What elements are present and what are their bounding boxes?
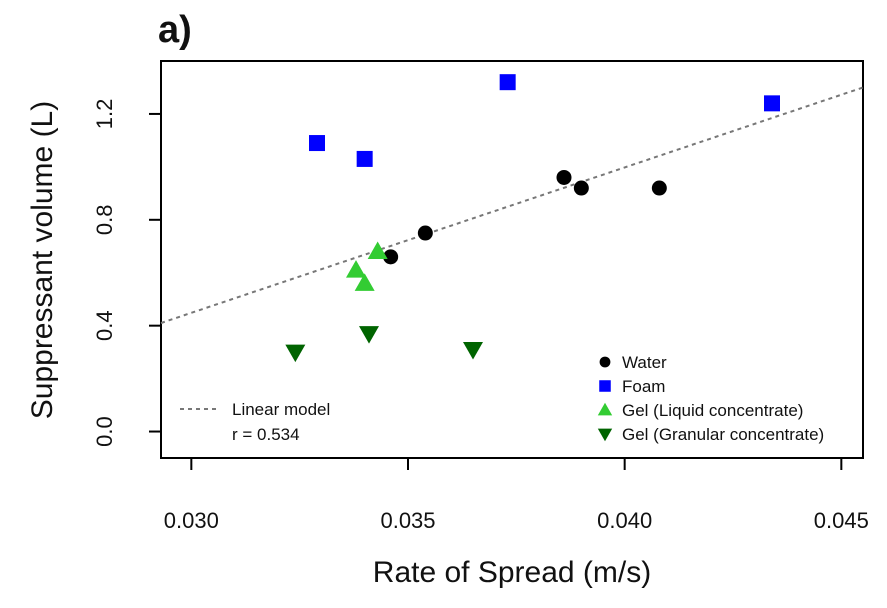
x-tick-label-0: 0.030 bbox=[164, 508, 219, 533]
x-tick-label-1: 0.035 bbox=[380, 508, 435, 533]
x-axis-title: Rate of Spread (m/s) bbox=[373, 556, 651, 589]
data-point-2-0 bbox=[346, 260, 366, 278]
points-layer bbox=[285, 74, 780, 363]
legend-marker-2 bbox=[597, 402, 613, 416]
legend-label-1: Foam bbox=[622, 377, 665, 396]
legend-label-0: Water bbox=[622, 353, 667, 372]
plot-frame bbox=[160, 60, 864, 459]
y-tick-label-1: 0.4 bbox=[92, 310, 117, 341]
linear-model-line bbox=[160, 86, 864, 324]
series-legend: Water Foam Gel (Liquid concentrate) Gel (Gr… bbox=[597, 353, 824, 444]
data-point-0-4 bbox=[651, 180, 667, 196]
data-point-1-3 bbox=[764, 95, 780, 112]
legend-marker-0 bbox=[599, 356, 611, 368]
y-tick-label-2: 0.8 bbox=[92, 205, 117, 236]
y-axis: 0.0 0.4 0.8 1.2 bbox=[92, 99, 161, 447]
data-point-3-0 bbox=[285, 344, 306, 363]
y-tick-label-3: 1.2 bbox=[92, 99, 117, 130]
panel-label: a) bbox=[158, 9, 192, 51]
legend-lm-r: r = 0.534 bbox=[232, 425, 300, 444]
data-point-1-2 bbox=[499, 74, 516, 91]
x-tick-label-2: 0.040 bbox=[597, 508, 652, 533]
x-tick-label-3: 0.045 bbox=[814, 508, 869, 533]
data-point-2-1 bbox=[354, 273, 375, 291]
data-point-0-0 bbox=[383, 249, 399, 265]
data-point-2-2 bbox=[367, 241, 388, 260]
data-point-1-0 bbox=[309, 135, 325, 152]
legend-marker-1 bbox=[599, 380, 611, 392]
data-point-0-2 bbox=[556, 169, 572, 185]
data-point-1-1 bbox=[356, 150, 373, 167]
legend-label-2: Gel (Liquid concentrate) bbox=[622, 401, 803, 420]
x-axis: 0.030 0.035 0.040 0.045 bbox=[164, 458, 869, 533]
data-point-0-1 bbox=[417, 225, 433, 241]
legend-marker-3 bbox=[597, 428, 613, 442]
y-tick-label-0: 0.0 bbox=[92, 416, 117, 447]
data-point-3-1 bbox=[359, 326, 379, 344]
fit-layer bbox=[160, 86, 864, 324]
legend-lm-label: Linear model bbox=[232, 400, 330, 419]
data-point-0-3 bbox=[573, 180, 589, 196]
linear-model-legend: Linear model r = 0.534 bbox=[180, 400, 330, 444]
legend-label-3: Gel (Granular concentrate) bbox=[622, 425, 824, 444]
data-point-3-2 bbox=[463, 341, 483, 360]
y-axis-title: Suppressant volume (L) bbox=[26, 101, 59, 420]
